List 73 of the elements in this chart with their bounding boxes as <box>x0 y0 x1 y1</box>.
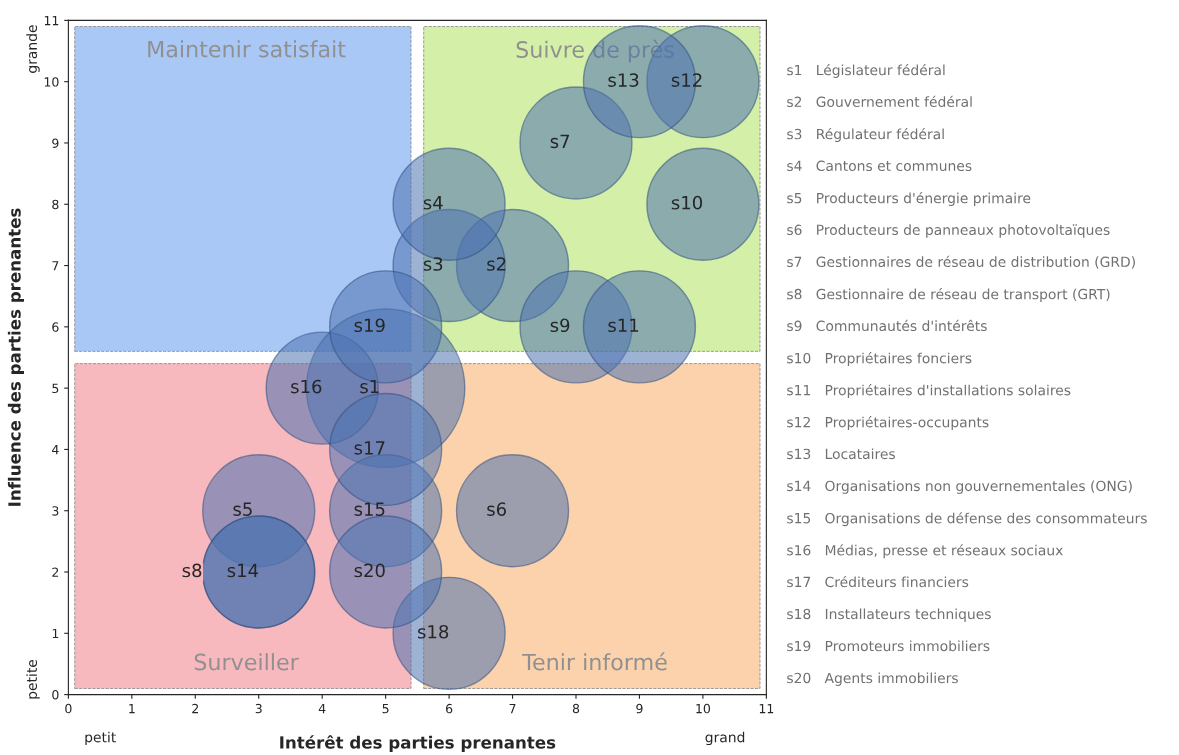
x-tick-label: 5 <box>382 704 389 714</box>
y-tick-label: 3 <box>52 506 59 516</box>
series-label: s3 <box>423 257 443 271</box>
series-label: s14 <box>227 563 259 578</box>
y-tick-label: 11 <box>44 16 59 26</box>
y-tick-label: 1 <box>52 628 59 639</box>
series-label: s13 <box>608 73 639 87</box>
text: s9 Communautés d'intérêts <box>787 319 987 332</box>
x-tick-label: 9 <box>636 703 643 714</box>
y-tick-label: 5 <box>52 383 59 394</box>
series-label: s2 <box>487 257 506 271</box>
x-tick-label: 7 <box>509 704 516 714</box>
series-label: s9 <box>550 318 570 333</box>
series-label: s20 <box>354 563 385 578</box>
x-tick-label: 3 <box>255 703 262 714</box>
text: s12 Propriétaires-occupants <box>787 416 989 431</box>
x-axis-title: Intérêt des parties prenantes <box>280 735 556 752</box>
y-tick-label: 4 <box>52 445 59 455</box>
x-tick-label: 0 <box>65 703 72 714</box>
annotation: Maintenir satisfait <box>148 40 346 58</box>
y-tick-label: 6 <box>52 322 59 332</box>
series-label: s5 <box>233 502 252 516</box>
x-tick-label: 11 <box>759 704 774 714</box>
x-tick-label: 6 <box>445 703 453 714</box>
series-label: s11 <box>608 318 639 333</box>
text: s11 Propriétaires d'installations solaires <box>787 384 1071 399</box>
series-label: s18 <box>418 624 449 639</box>
x-tick-label: 2 <box>192 703 199 714</box>
series-label: s17 <box>354 441 385 455</box>
text: s7 Gestionnaires de réseau de distribution (GRD) <box>787 255 1135 269</box>
text: s15 Organisations de défense des consommateurs <box>787 512 1147 527</box>
text: s3 Régulateur fédéral <box>787 128 944 142</box>
series-label: s8 <box>182 563 202 578</box>
series-label: s6 <box>487 502 506 516</box>
text: s13 Locataires <box>787 448 895 460</box>
text: s2 Gouvernement fédéral <box>787 95 972 108</box>
x-tick-label: 8 <box>572 703 580 714</box>
series-label: s19 <box>354 318 385 333</box>
y-tick-label: 9 <box>52 138 59 148</box>
text: s10 Propriétaires fonciers <box>787 352 972 367</box>
x-tick-label: 10 <box>696 703 711 714</box>
text: petit <box>85 731 116 746</box>
y-tick-label: 0 <box>52 690 59 700</box>
x-tick-label: 4 <box>318 704 326 714</box>
text: s1 Législateur fédéral <box>787 63 945 78</box>
y-tick-label: 8 <box>52 199 59 210</box>
text: s8 Gestionnaire de réseau de transport (GRT) <box>787 288 1110 303</box>
text: s6 Producteurs de panneaux photovoltaïques <box>787 224 1110 238</box>
text: s14 Organisations non gouvernementales (ONG) <box>787 480 1132 494</box>
text: s18 Installateurs techniques <box>787 608 991 622</box>
text: s20 Agents immobiliers <box>787 672 958 686</box>
text: s4 Cantons et communes <box>787 160 972 172</box>
annotation: Tenir informé <box>522 652 667 671</box>
series-label: s7 <box>550 134 570 149</box>
y-tick-label: 7 <box>52 261 59 271</box>
series-label: s4 <box>423 196 443 210</box>
y-tick-label: 2 <box>52 567 59 577</box>
series-label: s16 <box>291 379 322 394</box>
text: petite <box>26 659 40 699</box>
y-axis-title: Influence des parties prenantes <box>7 208 24 506</box>
text: s16 Médias, presse et réseaux sociaux <box>787 544 1063 559</box>
text: s17 Créditeurs financiers <box>787 575 969 588</box>
annotation: Surveiller <box>194 653 299 671</box>
series-label: s15 <box>354 502 385 516</box>
series-label: s12 <box>671 73 702 87</box>
y-tick-label: 10 <box>44 77 59 87</box>
text: grande <box>26 25 40 73</box>
text: s5 Producteurs d'énergie primaire <box>787 192 1031 207</box>
series-label: s10 <box>671 195 703 210</box>
series-label: s1 <box>360 379 379 394</box>
text: s19 Promoteurs immobiliers <box>787 640 990 652</box>
text: grand <box>705 731 745 746</box>
x-tick-label: 1 <box>129 704 135 714</box>
